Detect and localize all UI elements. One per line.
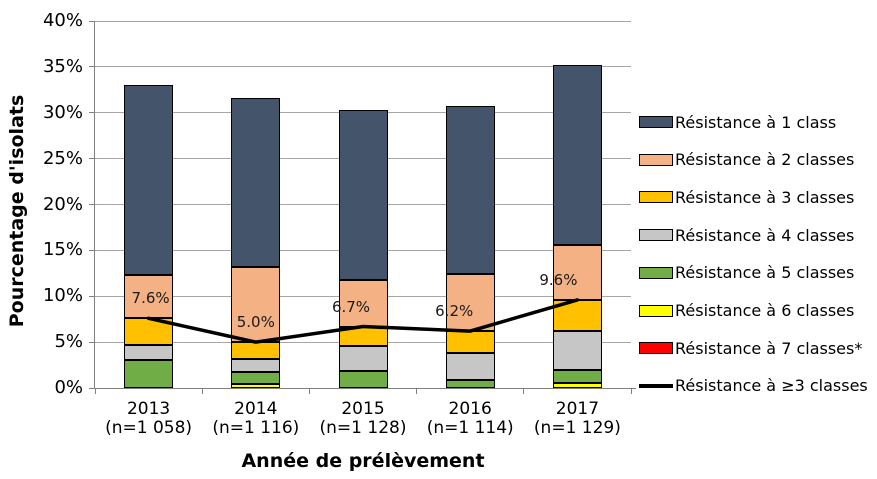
legend-label: Résistance à 4 classes xyxy=(675,225,855,245)
x-tick-label-year: 2015 xyxy=(341,399,385,419)
bar-segment-2016 xyxy=(445,379,495,388)
resistance-ge3-line xyxy=(146,298,580,344)
y-axis-tick xyxy=(89,158,95,160)
bar-segment-2015 xyxy=(338,345,388,371)
x-tick-label-n: (n=1 116) xyxy=(212,418,300,438)
bar-segment-2015 xyxy=(338,109,388,280)
y-tick-label: 40% xyxy=(42,10,83,31)
y-axis-tick xyxy=(89,295,95,297)
y-axis-tick xyxy=(89,112,95,114)
legend-swatch-icon xyxy=(639,116,673,128)
x-tick-label-year: 2016 xyxy=(448,399,492,419)
plot-area: 0% 5% 10% 15% 20% 25% 30% 35% 40% 7.6% 5.0% 6.7% 6.2… xyxy=(43,11,636,398)
x-tick-label-n: (n=1 129) xyxy=(533,418,621,438)
legend-label: Résistance à 7 classes* xyxy=(675,338,863,358)
legend-label: Résistance à 5 classes xyxy=(675,263,855,283)
y-tick-label: 25% xyxy=(42,147,83,169)
x-axis-tick xyxy=(308,389,310,394)
x-tick-label-year: 2013 xyxy=(126,399,171,419)
x-axis-tick xyxy=(416,389,418,394)
legend-swatch-icon xyxy=(639,304,673,317)
line-data-label: 5.0% xyxy=(236,313,275,332)
legend-item: Résistance à 1 class xyxy=(639,112,836,132)
bar-segment-2014 xyxy=(231,98,281,267)
bar-segment-2014 xyxy=(231,266,281,343)
y-axis-tick xyxy=(89,341,95,343)
y-axis-tick xyxy=(89,249,95,251)
legend-swatch-icon xyxy=(639,342,673,355)
bar-segment-2014 xyxy=(231,372,281,385)
bar-segment-2016 xyxy=(445,274,495,332)
bar-segment-2013 xyxy=(124,359,174,388)
legend-swatch-icon xyxy=(639,266,673,279)
x-tick-label-n: (n=1 058) xyxy=(105,418,193,438)
legend-item: Résistance à 6 classes xyxy=(639,301,854,321)
bar-segment-2015 xyxy=(338,279,388,327)
line-data-label: 9.6% xyxy=(539,270,578,289)
y-axis-tick xyxy=(89,20,95,22)
bar-segment-2013 xyxy=(124,344,174,360)
legend-label: Résistance à 3 classes xyxy=(675,187,855,207)
y-tick-label: 0% xyxy=(54,377,83,398)
x-axis-tick xyxy=(94,389,96,394)
y-tick-label: 10% xyxy=(42,285,83,307)
x-tick-label-year: 2017 xyxy=(555,399,600,419)
y-axis-line xyxy=(94,21,95,389)
legend-label: Résistance à 2 classes xyxy=(675,150,855,170)
line-data-label: 7.6% xyxy=(131,289,170,308)
bar-segment-2017 xyxy=(552,383,602,388)
y-tick-label: 15% xyxy=(42,239,83,261)
bar-segment-2017 xyxy=(552,331,602,370)
y-tick-label: 5% xyxy=(54,331,83,353)
legend-label: Résistance à 6 classes xyxy=(675,301,855,320)
legend-swatch-icon xyxy=(639,229,673,242)
gridline xyxy=(95,20,631,22)
y-tick-label: 30% xyxy=(42,101,83,123)
legend-line-icon xyxy=(639,383,673,388)
bar-segment-2017 xyxy=(552,369,602,384)
legend-item: Résistance à ≥3 classes xyxy=(639,376,868,396)
bar-segment-2016 xyxy=(445,106,495,275)
legend-item: Résistance à 7 classes* xyxy=(639,338,862,358)
x-tick-label-year: 2014 xyxy=(234,399,278,419)
x-tick-label-n: (n=1 114) xyxy=(426,418,514,438)
legend-item: Résistance à 2 classes xyxy=(639,150,854,170)
x-tick-label-n: (n=1 128) xyxy=(319,418,407,438)
x-axis-tick xyxy=(630,389,632,394)
gridline xyxy=(95,66,631,68)
legend-item: Résistance à 5 classes xyxy=(639,263,854,283)
y-axis-tick xyxy=(89,66,95,68)
legend-label: Résistance à 1 class xyxy=(675,112,837,132)
legend-item: Résistance à 3 classes xyxy=(639,187,854,207)
bar-segment-2015 xyxy=(338,370,388,388)
legend-item: Résistance à 4 classes xyxy=(639,225,854,245)
y-tick-label: 20% xyxy=(42,193,83,215)
bar-segment-2013 xyxy=(124,85,174,276)
legend: Résistance à 1 class Résistance à 2 class… xyxy=(639,0,877,479)
legend-swatch-icon xyxy=(639,153,673,166)
line-data-label: 6.7% xyxy=(331,297,371,316)
x-axis-tick xyxy=(201,389,203,394)
y-axis-tick xyxy=(89,204,95,205)
x-axis-line xyxy=(94,388,636,389)
bar-segment-2016 xyxy=(445,353,495,380)
y-tick-label: 35% xyxy=(42,55,83,77)
y-axis-tick xyxy=(89,387,95,389)
x-axis-title: Année de prélèvement xyxy=(241,450,485,472)
legend-swatch-icon xyxy=(639,191,673,204)
bar-segment-2014 xyxy=(231,384,281,388)
line-data-label: 6.2% xyxy=(435,302,474,321)
bar-segment-2014 xyxy=(231,358,281,373)
bar-segment-2017 xyxy=(552,65,602,245)
x-axis-tick xyxy=(523,389,525,394)
legend-label: Résistance à ≥3 classes xyxy=(675,376,868,396)
